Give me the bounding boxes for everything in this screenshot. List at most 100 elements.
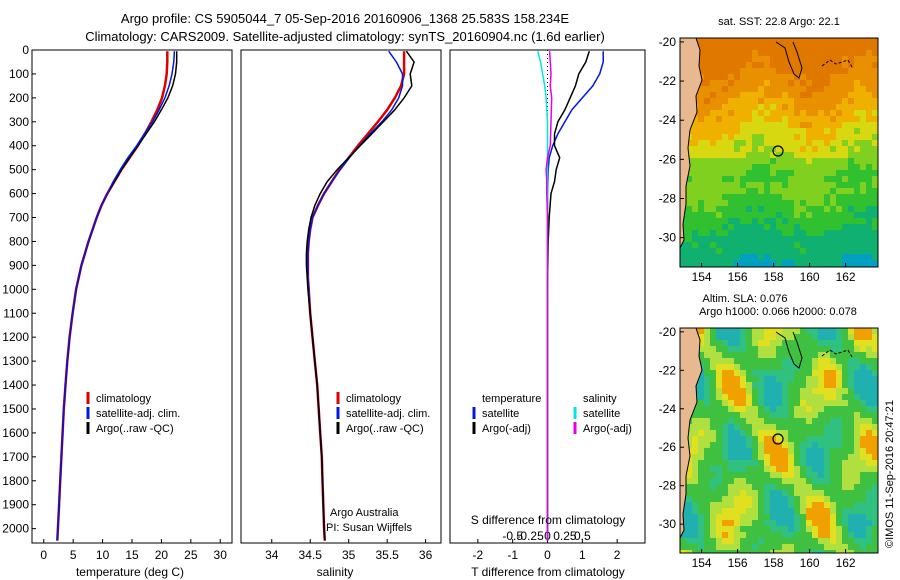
sst-cell xyxy=(800,176,807,183)
sst-cell xyxy=(830,104,837,111)
sla-cell xyxy=(770,496,777,503)
sst-cell xyxy=(812,170,819,177)
sla-cell xyxy=(698,508,705,515)
sst-cell xyxy=(704,80,711,87)
sst-cell xyxy=(746,212,753,219)
sst-cell xyxy=(782,38,789,45)
sst-cell xyxy=(722,218,729,225)
sst-cell xyxy=(752,140,759,147)
sst-cell xyxy=(764,230,771,237)
sla-cell xyxy=(806,328,813,335)
sst-cell xyxy=(776,128,783,135)
sla-cell xyxy=(782,496,789,503)
sla-cell xyxy=(848,466,855,473)
sla-cell xyxy=(734,478,741,485)
sst-cell xyxy=(722,146,729,153)
sst-cell xyxy=(728,44,735,51)
sst-cell xyxy=(848,152,855,159)
sst-cell xyxy=(782,176,789,183)
sla-cell xyxy=(746,436,753,443)
sst-cell xyxy=(800,218,807,225)
sst-cell xyxy=(866,68,873,75)
sst-cell xyxy=(776,98,783,105)
sla-cell xyxy=(740,502,747,509)
sla-cell xyxy=(836,382,843,389)
sst-cell xyxy=(830,212,837,219)
depth-tick-label: 900 xyxy=(9,258,29,272)
sst-cell xyxy=(800,68,807,75)
sla-cell xyxy=(722,376,729,383)
sst-cell xyxy=(818,110,825,117)
sla-cell xyxy=(704,436,711,443)
sla-cell xyxy=(824,514,831,521)
salinity-annotation-line2: PI: Susan Wijffels xyxy=(326,522,412,534)
sla-cell xyxy=(806,496,813,503)
sla-cell xyxy=(704,454,711,461)
sla-cell xyxy=(758,424,765,431)
sst-cell xyxy=(806,218,813,225)
sla-cell xyxy=(794,454,801,461)
sst-cell xyxy=(704,128,711,135)
sla-cell xyxy=(740,340,747,347)
sla-cell xyxy=(758,496,765,503)
sla-cell xyxy=(722,358,729,365)
temperature-tick-label: 5 xyxy=(70,548,77,562)
sla-cell xyxy=(788,328,795,335)
legend-label-argo: Argo(..raw -QC) xyxy=(346,423,424,435)
sla-cell xyxy=(752,382,759,389)
sla-cell xyxy=(806,502,813,509)
sst-cell xyxy=(704,260,711,267)
sst-cell xyxy=(764,122,771,129)
sst-cell xyxy=(698,140,705,147)
sst-cell xyxy=(704,206,711,213)
sst-cell xyxy=(812,242,819,249)
sst-cell xyxy=(776,236,783,243)
sst-cell xyxy=(704,194,711,201)
sst-cell xyxy=(782,80,789,87)
sst-cell xyxy=(758,176,765,183)
sst-cell xyxy=(740,200,747,207)
sst-cell xyxy=(854,146,861,153)
sla-cell xyxy=(746,526,753,533)
sst-cell xyxy=(722,152,729,159)
sst-cell xyxy=(872,206,878,213)
sst-cell xyxy=(830,86,837,93)
sst-cell xyxy=(728,80,735,87)
sst-cell xyxy=(710,74,717,81)
sst-cell xyxy=(860,44,867,51)
sla-cell xyxy=(710,400,717,407)
sla-cell xyxy=(710,538,717,545)
sla-cell xyxy=(842,532,849,539)
sla-cell xyxy=(704,376,711,383)
sla-cell xyxy=(746,502,753,509)
sst-cell xyxy=(872,212,878,219)
sst-cell xyxy=(860,98,867,105)
sla-cell xyxy=(854,460,861,467)
sst-cell xyxy=(728,200,735,207)
sla-cell xyxy=(704,508,711,515)
sla-cell xyxy=(788,376,795,383)
sla-cell xyxy=(872,514,878,521)
sla-cell xyxy=(686,472,693,479)
sla-cell xyxy=(758,538,765,545)
s-difference-tick-label: -0.5 xyxy=(502,529,523,543)
sst-cell xyxy=(758,212,765,219)
sst-cell xyxy=(848,80,855,87)
sla-cell xyxy=(866,424,873,431)
sst-cell xyxy=(866,56,873,63)
sst-cell xyxy=(842,74,849,81)
sst-cell xyxy=(842,116,849,123)
sst-cell xyxy=(746,254,753,261)
sst-cell xyxy=(740,68,747,75)
sla-cell xyxy=(806,406,813,413)
sst-cell xyxy=(758,248,765,255)
sst-cell xyxy=(830,260,837,267)
sst-cell xyxy=(854,62,861,69)
imos-credit: ©IMOS 11-Sep-2016 20:47:21 xyxy=(884,400,896,548)
legend-label-t-satellite: satellite xyxy=(482,408,519,420)
sla-cell xyxy=(710,496,717,503)
sst-cell xyxy=(794,62,801,69)
sst-cell xyxy=(848,170,855,177)
sla-cell xyxy=(836,400,843,407)
sla-cell xyxy=(704,388,711,395)
